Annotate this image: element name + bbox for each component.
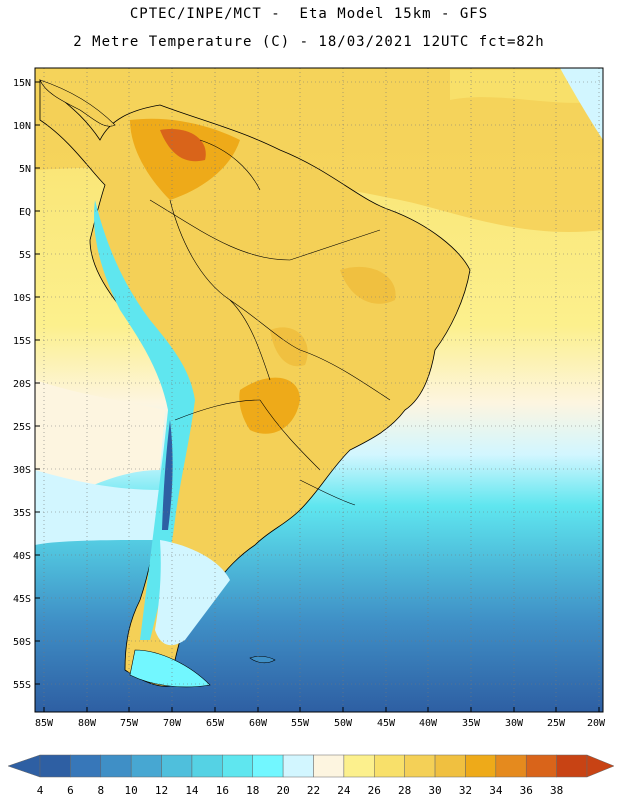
colorbar-swatch	[313, 754, 345, 778]
lat-label: 35S	[13, 508, 31, 519]
lon-label: 25W	[547, 718, 566, 729]
lat-label: 55S	[13, 680, 31, 691]
colorbar-label: 30	[428, 784, 441, 797]
lon-label: 60W	[249, 718, 268, 729]
lon-label: 75W	[120, 718, 139, 729]
colorbar-label: 14	[185, 784, 199, 797]
colorbar-label: 4	[37, 784, 44, 797]
warm-zone-east	[340, 266, 396, 304]
north-atlantic-band	[450, 70, 603, 103]
colorbar: 4 6 8 10 12 14 16 18 20 22 24 26 28 30 32 34 36 38	[7, 754, 615, 797]
lat-label: 45S	[13, 594, 31, 605]
chart-title-line-2: 2 Metre Temperature (C) - 18/03/2021 12U…	[73, 34, 545, 50]
colorbar-label: 16	[216, 784, 229, 797]
colorbar-swatch	[404, 754, 436, 778]
lat-label: 20S	[13, 379, 31, 390]
lat-label: 15N	[13, 78, 31, 89]
colorbar-label: 28	[398, 784, 411, 797]
colorbar-swatch	[191, 754, 223, 778]
lon-label: 30W	[505, 718, 524, 729]
tropical-warm-band	[35, 68, 603, 233]
colorbar-swatch	[465, 754, 497, 778]
lat-label: 30S	[13, 465, 31, 476]
temperature-map: 15N 10N 5N EQ 5S 10S 15S 20S 25S 30S 35S…	[7, 67, 615, 797]
colorbar-label: 26	[368, 784, 381, 797]
colorbar-label: 34	[489, 784, 503, 797]
hot-zone-paraguay	[239, 377, 300, 434]
lon-label: 70W	[163, 718, 182, 729]
colorbar-label: 22	[307, 784, 320, 797]
colorbar-label: 18	[246, 784, 259, 797]
lon-label: 20W	[587, 718, 606, 729]
colorbar-swatch	[100, 754, 132, 778]
colorbar-label: 20	[276, 784, 289, 797]
map-field	[35, 68, 603, 712]
lon-label: 50W	[334, 718, 353, 729]
lon-label: 40W	[419, 718, 438, 729]
cool-corner	[560, 68, 603, 140]
colorbar-swatch	[343, 754, 375, 778]
colorbar-label: 38	[550, 784, 563, 797]
colorbar-swatch	[495, 754, 527, 778]
colorbar-swatch	[161, 754, 193, 778]
colorbar-label: 32	[459, 784, 472, 797]
country-borders	[149, 139, 391, 506]
lon-label: 55W	[291, 718, 310, 729]
colorbar-swatch	[252, 754, 284, 778]
andes-coldest-peaks	[162, 420, 173, 530]
colorbar-arrow-low	[7, 754, 41, 778]
colorbar-label: 36	[520, 784, 533, 797]
lat-label: 25S	[13, 422, 31, 433]
colorbar-swatch	[374, 754, 405, 778]
lon-label: 65W	[206, 718, 225, 729]
colorbar-swatch	[130, 754, 162, 778]
lat-label: 5S	[19, 250, 31, 261]
colorbar-swatch	[222, 754, 253, 778]
colorbar-label: 10	[125, 784, 138, 797]
latitude-labels: 15N 10N 5N EQ 5S 10S 15S 20S 25S 30S 35S…	[13, 78, 31, 691]
colorbar-label: 12	[155, 784, 168, 797]
axis-ticks	[35, 81, 600, 712]
tierra-del-fuego	[129, 649, 211, 688]
longitude-labels: 85W 80W 75W 70W 65W 60W 55W 50W 45W 40W …	[35, 718, 606, 729]
andes-cool-strip	[94, 200, 195, 640]
lat-label: 40S	[13, 551, 31, 562]
falkland-islands	[249, 655, 276, 664]
chart-title-line-1: CPTEC/INPE/MCT - Eta Model 15km - GFS	[129, 6, 489, 22]
lon-label: 85W	[35, 718, 54, 729]
colorbar-swatch	[282, 754, 314, 778]
lat-label: 10S	[13, 293, 31, 304]
colorbar-swatch	[556, 754, 588, 778]
colorbar-swatch	[70, 754, 102, 778]
hottest-zone-venezuela	[160, 129, 206, 162]
lat-label: EQ	[19, 207, 31, 218]
lat-label: 5N	[19, 164, 31, 175]
lon-label: 80W	[78, 718, 97, 729]
lon-label: 45W	[377, 718, 396, 729]
colorbar-label: 8	[97, 784, 104, 797]
lon-label: 35W	[462, 718, 481, 729]
lat-label: 15S	[13, 336, 31, 347]
lat-lon-grid	[35, 68, 603, 712]
lat-label: 10N	[13, 121, 31, 132]
colorbar-arrow-high	[586, 754, 615, 778]
map-frame	[34, 67, 604, 713]
colorbar-swatch	[525, 754, 557, 778]
colorbar-swatch	[434, 754, 466, 778]
lat-label: 50S	[13, 637, 31, 648]
colorbar-label: 6	[67, 784, 74, 797]
colorbar-label: 24	[337, 784, 351, 797]
patagonia-cool	[155, 540, 230, 646]
colorbar-swatch	[39, 754, 71, 778]
